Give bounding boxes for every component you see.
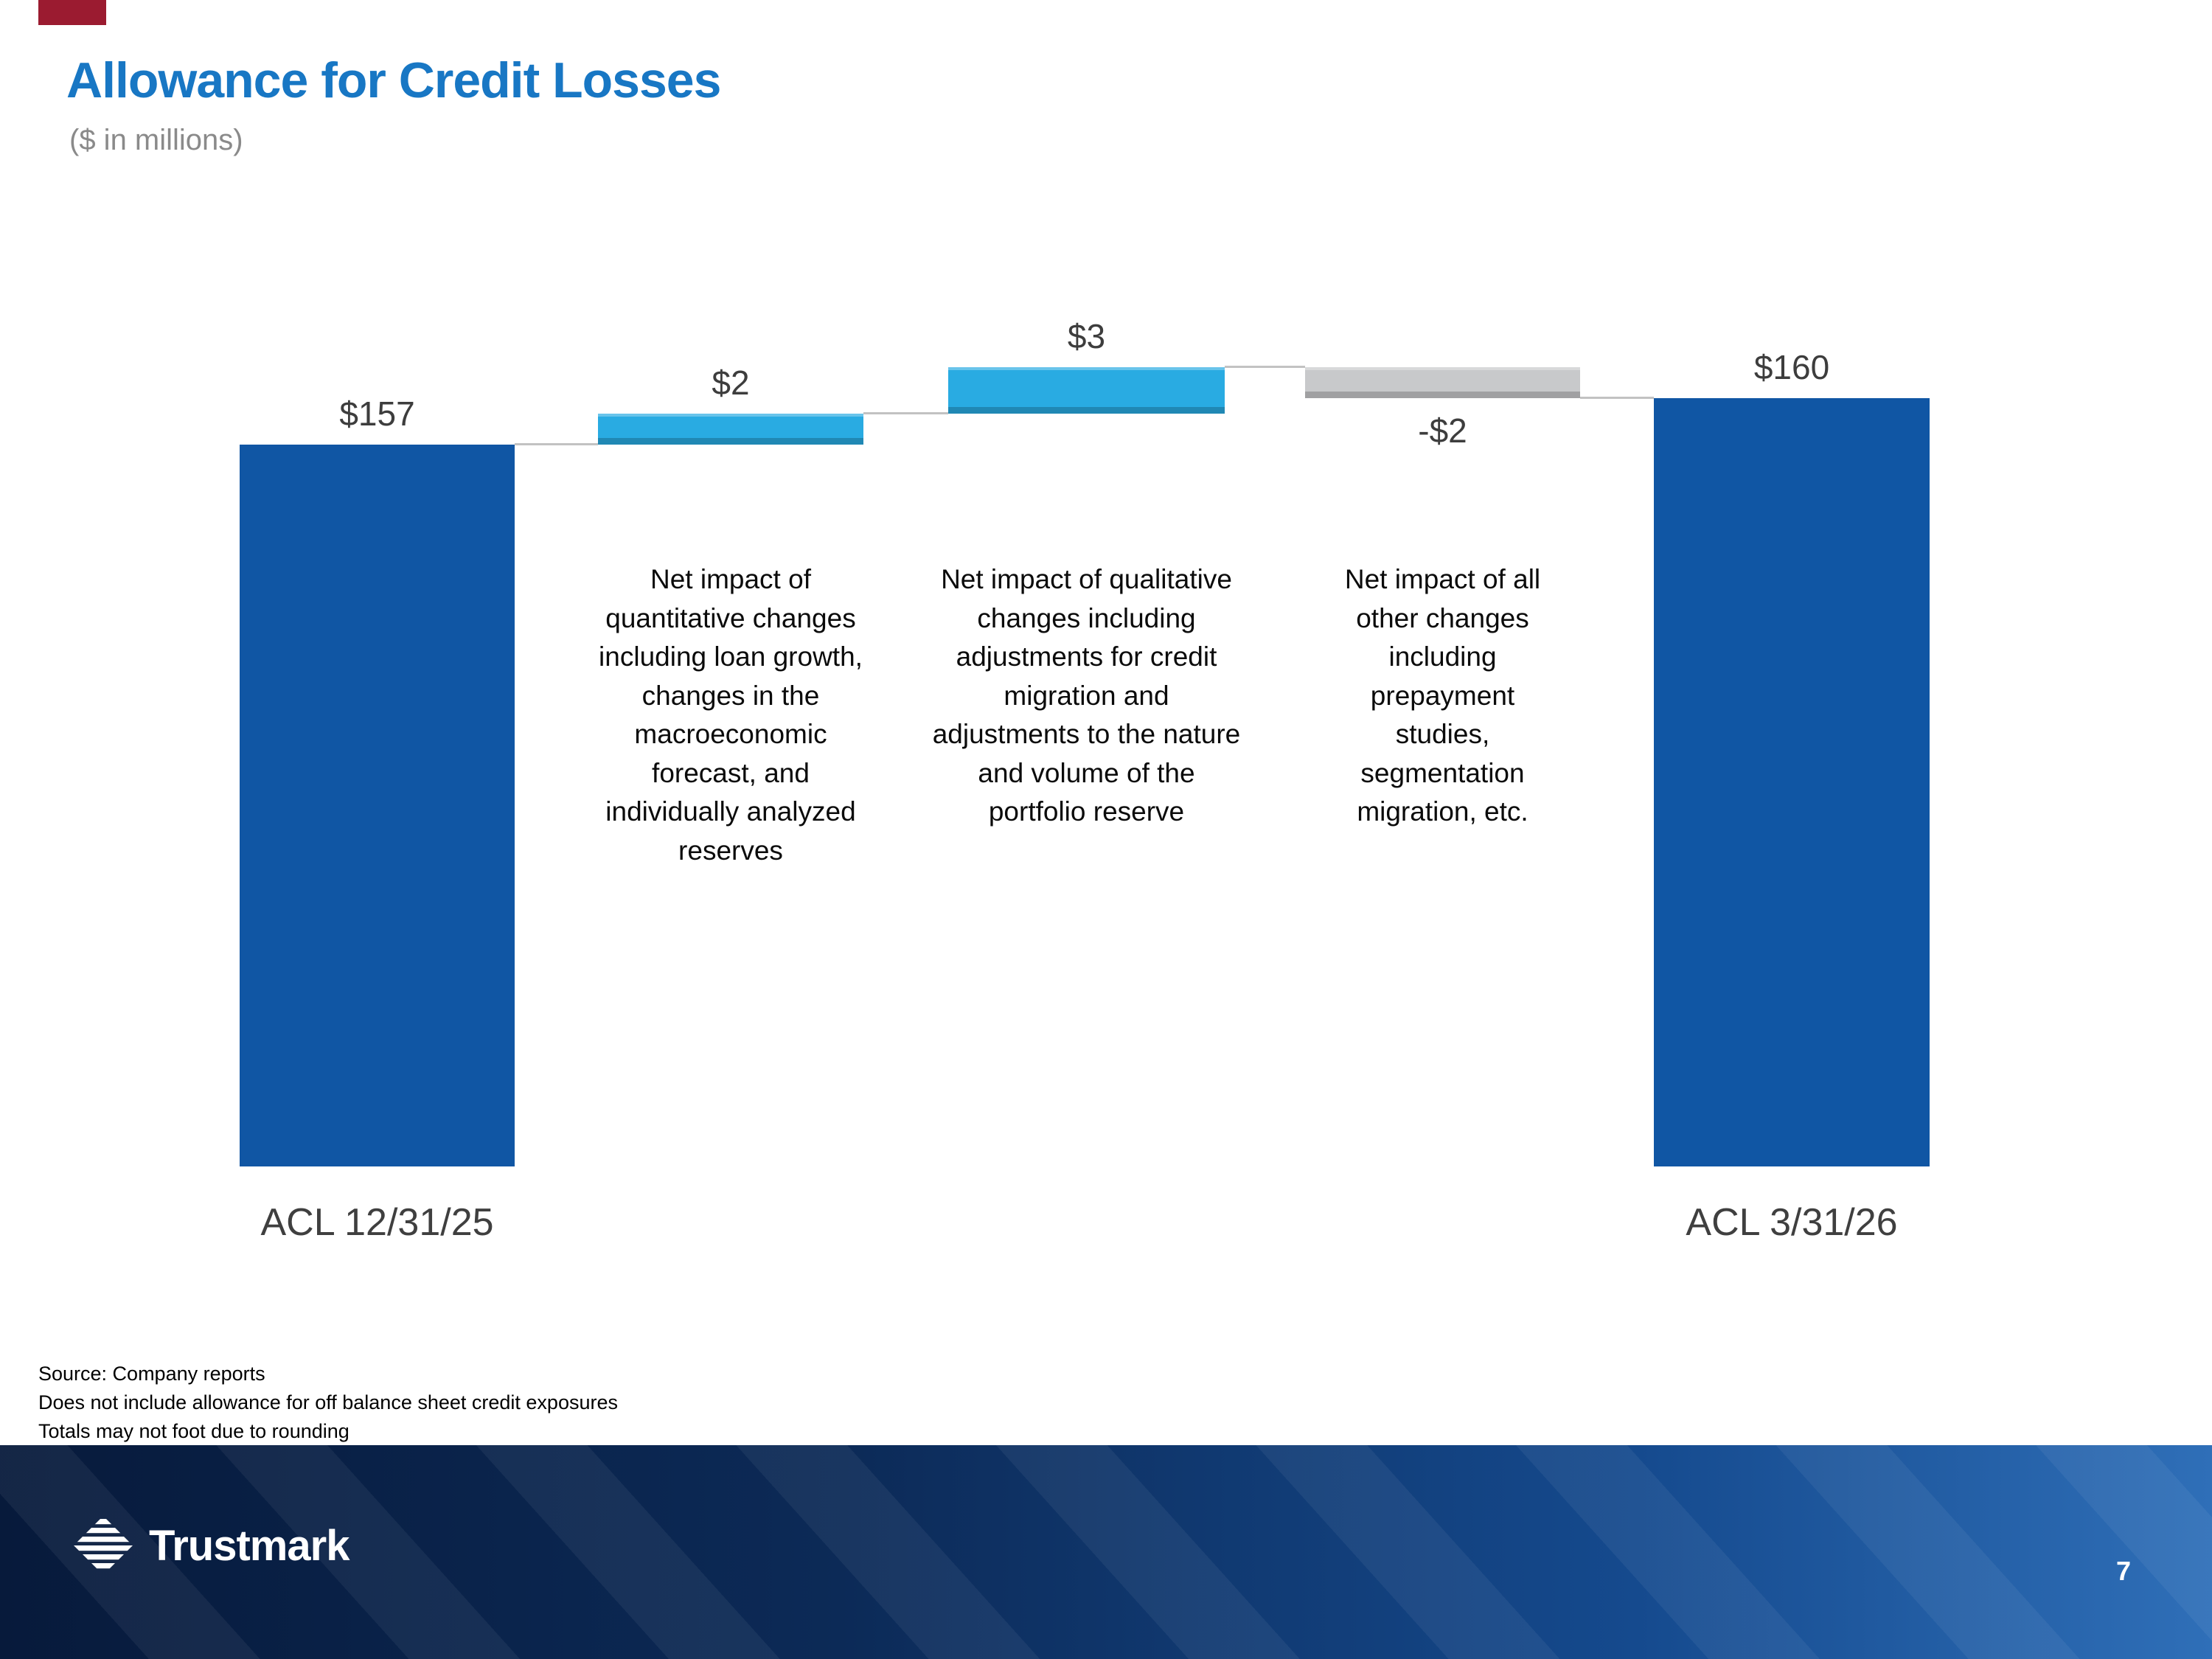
- bar-description-2: Net impact of qualitative changes includ…: [932, 564, 1241, 827]
- bar-value-label-4: $160: [1753, 348, 1830, 386]
- bar-description-3: Net impact of all other changes includin…: [1344, 564, 1541, 827]
- waterfall-bar-3: [1305, 367, 1580, 398]
- bar-value-label-0: $157: [339, 394, 415, 433]
- footnote-line: Does not include allowance for off balan…: [38, 1391, 618, 1414]
- footnote-line: Totals may not foot due to rounding: [38, 1420, 349, 1443]
- waterfall-bar-4: [1654, 398, 1930, 1166]
- footnote-line: Source: Company reports: [38, 1363, 265, 1385]
- bar-value-label-1: $2: [712, 364, 750, 402]
- page-title: Allowance for Credit Losses: [66, 52, 721, 108]
- axis-label-0: ACL 12/31/25: [260, 1201, 494, 1244]
- trustmark-logo: Trustmark: [74, 1516, 349, 1575]
- bar-description-1: Net impact of quantitative changes inclu…: [599, 564, 863, 866]
- waterfall-bar-2: [948, 367, 1225, 414]
- waterfall-bar-0: [240, 445, 515, 1166]
- bar-value-label-3: -$2: [1418, 411, 1467, 450]
- trustmark-logo-icon: [74, 1516, 133, 1575]
- bar-value-label-2: $3: [1067, 317, 1106, 355]
- brand-name: Trustmark: [149, 1521, 349, 1570]
- connector-line-3: [1580, 397, 1654, 399]
- waterfall-bar-1: [598, 414, 863, 445]
- footer-band: Trustmark 7: [0, 1445, 2212, 1659]
- accent-bar: [38, 0, 106, 25]
- connector-line-1: [863, 412, 948, 414]
- axis-label-4: ACL 3/31/26: [1686, 1201, 1898, 1244]
- connector-line-2: [1225, 366, 1305, 368]
- footnotes: Source: Company reports Does not include…: [38, 1360, 618, 1446]
- page-subtitle: ($ in millions): [69, 124, 243, 156]
- page-number: 7: [2115, 1556, 2131, 1586]
- connector-line-0: [515, 443, 598, 445]
